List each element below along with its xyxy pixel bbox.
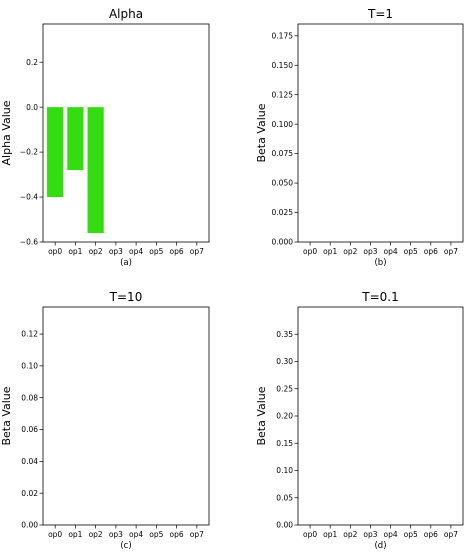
x-tick-label: op5 [149, 247, 163, 256]
x-tick-label: op5 [404, 530, 418, 539]
x-tick-label: op3 [363, 247, 377, 256]
x-tick-label: op0 [48, 530, 62, 539]
x-tick-label: op3 [109, 530, 123, 539]
y-axis-label: Beta Value [255, 103, 268, 162]
x-tick-label: op5 [149, 530, 163, 539]
y-tick-label: 0.06 [21, 425, 38, 434]
y-tick-label: 0.35 [276, 330, 293, 339]
x-tick-label: op6 [424, 530, 438, 539]
y-tick-label: 0.175 [272, 31, 294, 40]
axes-frame [42, 306, 210, 526]
bar-op0 [47, 107, 64, 198]
y-tick-label: 0.04 [21, 457, 38, 466]
x-tick-label: op2 [343, 247, 357, 256]
x-tick-label: op0 [303, 247, 317, 256]
x-tick-label: op1 [323, 530, 337, 539]
y-tick-label: 0.150 [272, 61, 294, 70]
x-tick-label: op3 [109, 247, 123, 256]
bar-op1 [67, 107, 84, 171]
x-tick-label: op1 [323, 247, 337, 256]
chart-caption: (c) [120, 541, 131, 551]
chart-caption: (a) [120, 258, 132, 268]
axes-frame [42, 23, 210, 243]
x-tick-label: op0 [48, 247, 62, 256]
x-tick-label: op1 [68, 530, 82, 539]
y-tick-label: 0.05 [276, 493, 293, 502]
y-tick-label: 0.20 [276, 412, 293, 421]
y-axis-label: Beta Value [0, 386, 13, 445]
x-tick-label: op6 [170, 247, 184, 256]
y-tick-label: 0.25 [276, 384, 293, 393]
y-tick-label: 0.08 [21, 393, 38, 402]
x-tick-label: op2 [89, 530, 103, 539]
chart-title: T=0.1 [361, 290, 398, 304]
bar-op2 [87, 107, 104, 234]
x-tick-label: op3 [363, 530, 377, 539]
x-tick-label: op6 [170, 530, 184, 539]
y-tick-label: 0.050 [272, 179, 294, 188]
chart-caption: (d) [374, 541, 386, 551]
y-tick-label: 0.02 [21, 489, 38, 498]
x-tick-label: op6 [424, 247, 438, 256]
x-tick-label: op2 [343, 530, 357, 539]
x-tick-label: op1 [68, 247, 82, 256]
y-tick-label: 0.10 [21, 361, 38, 370]
y-tick-label: 0.125 [272, 90, 294, 99]
x-tick-label: op2 [89, 247, 103, 256]
y-tick-label: 0.2 [26, 58, 38, 67]
y-tick-label: 0.000 [272, 238, 294, 247]
axes-frame [297, 306, 464, 526]
x-tick-label: op5 [404, 247, 418, 256]
y-axis-label: Alpha Value [0, 100, 13, 165]
y-tick-label: 0.025 [272, 208, 294, 217]
chart-title: T=10 [109, 290, 143, 304]
y-tick-label: 0.00 [276, 521, 293, 530]
y-tick-label: −0.4 [20, 193, 38, 202]
x-tick-label: op7 [444, 247, 458, 256]
y-tick-label: 0.15 [276, 439, 293, 448]
y-tick-label: 0.12 [21, 330, 38, 339]
y-tick-label: −0.2 [20, 148, 38, 157]
x-tick-label: op4 [383, 530, 397, 539]
y-tick-label: 0.00 [21, 521, 38, 530]
x-tick-label: op7 [444, 530, 458, 539]
chart-title: Alpha [109, 7, 143, 21]
chart-caption: (b) [374, 258, 386, 268]
x-tick-label: op4 [383, 247, 397, 256]
y-axis-label: Beta Value [255, 386, 268, 445]
y-tick-label: 0.075 [272, 149, 294, 158]
chart-title: T=1 [367, 7, 393, 21]
y-tick-label: 0.30 [276, 357, 293, 366]
y-tick-label: 0.100 [272, 120, 294, 129]
y-tick-label: 0.0 [26, 103, 38, 112]
axes-frame [297, 23, 464, 243]
x-tick-label: op4 [129, 247, 143, 256]
x-tick-label: op7 [190, 247, 204, 256]
x-tick-label: op0 [303, 530, 317, 539]
x-tick-label: op7 [190, 530, 204, 539]
x-tick-label: op4 [129, 530, 143, 539]
y-tick-label: 0.10 [276, 466, 293, 475]
y-tick-label: −0.6 [20, 238, 38, 247]
